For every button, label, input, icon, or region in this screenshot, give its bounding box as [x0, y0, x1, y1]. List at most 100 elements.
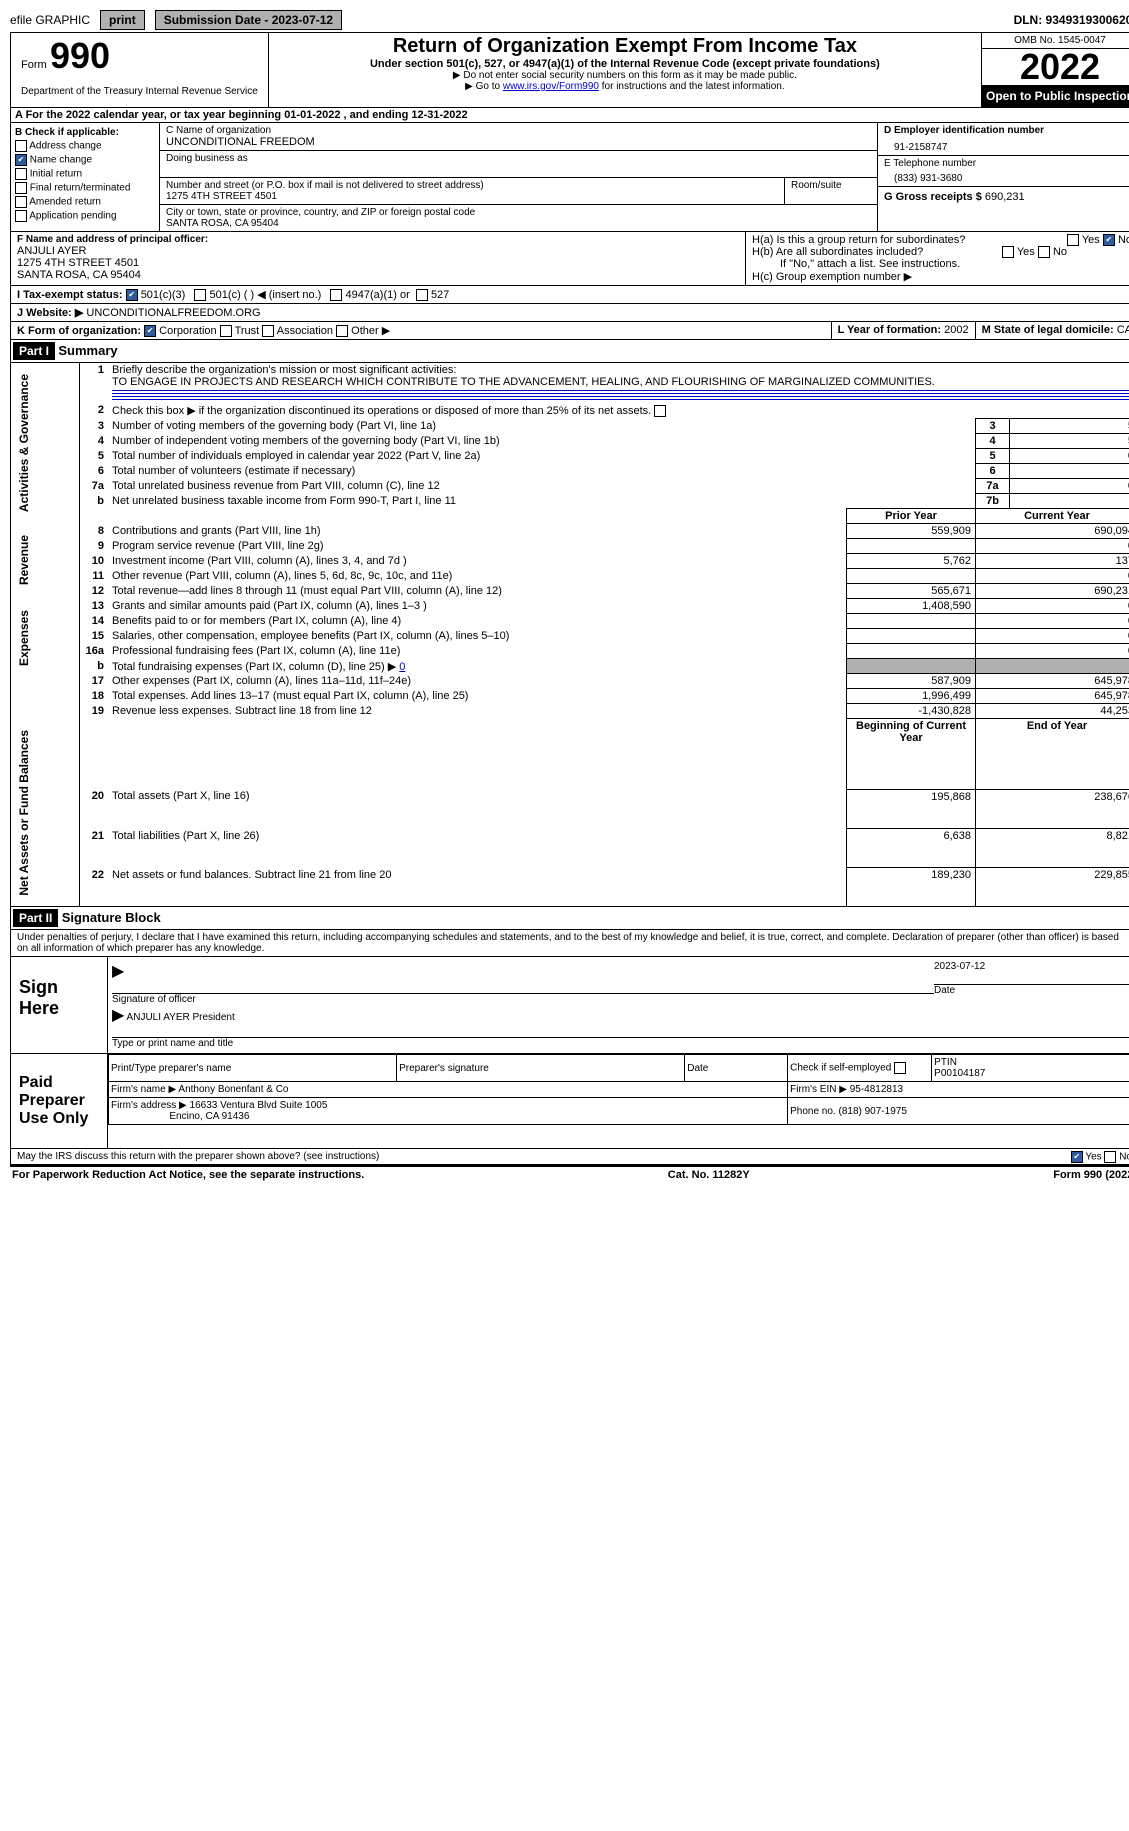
name-change-checkbox[interactable]: ✔	[15, 154, 27, 166]
l4-val: 5	[1010, 434, 1129, 449]
trust-checkbox[interactable]	[220, 325, 232, 337]
subtitle: Under section 501(c), 527, or 4947(a)(1)…	[279, 58, 971, 70]
amended-return-checkbox[interactable]	[15, 196, 27, 208]
l7b-val	[1010, 494, 1129, 509]
gross-label: G Gross receipts $	[884, 191, 982, 203]
irs-link[interactable]: www.irs.gov/Form990	[503, 81, 599, 92]
l3-box: 3	[976, 419, 1010, 434]
discuss-no[interactable]	[1104, 1151, 1116, 1163]
self-employed-checkbox[interactable]	[894, 1062, 906, 1074]
prior-year-head: Prior Year	[847, 509, 976, 524]
l22-text: Net assets or fund balances. Subtract li…	[108, 868, 847, 907]
l16b-prior-gray	[847, 659, 976, 674]
other-checkbox[interactable]	[336, 325, 348, 337]
officer-addr1: 1275 4TH STREET 4501	[17, 257, 739, 269]
527-checkbox[interactable]	[416, 289, 428, 301]
main-title: Return of Organization Exempt From Incom…	[279, 35, 971, 58]
ha-yes[interactable]	[1067, 234, 1079, 246]
period-row: A For the 2022 calendar year, or tax yea…	[10, 108, 1129, 123]
firm-ein-label: Firm's EIN ▶	[790, 1084, 847, 1095]
website-label: J Website: ▶	[17, 307, 86, 319]
paid-preparer-label: Paid Preparer Use Only	[11, 1054, 107, 1148]
gross-receipts: 690,231	[985, 191, 1025, 203]
l11-prior	[847, 569, 976, 584]
l4-text: Number of independent voting members of …	[108, 434, 976, 449]
top-bar: efile GRAPHIC print Submission Date - 20…	[10, 10, 1129, 30]
l15-text: Salaries, other compensation, employee b…	[108, 629, 847, 644]
l5-val: 0	[1010, 449, 1129, 464]
pra-notice: For Paperwork Reduction Act Notice, see …	[12, 1169, 364, 1181]
other-label: Other ▶	[351, 325, 390, 337]
current-year-head: Current Year	[976, 509, 1129, 524]
note-1: ▶ Do not enter social security numbers o…	[279, 70, 971, 81]
no-1: No	[1118, 234, 1129, 246]
form-footer: Form 990 (2022)	[1053, 1169, 1129, 1181]
hb-no[interactable]	[1038, 246, 1050, 258]
firm-phone-label: Phone no.	[790, 1106, 836, 1117]
l16a-cur: 0	[976, 644, 1129, 659]
l16a-text: Professional fundraising fees (Part IX, …	[108, 644, 847, 659]
exp-label: Expenses	[15, 600, 33, 676]
form-label: Form	[21, 59, 47, 71]
l20-prior: 195,868	[847, 789, 976, 828]
l21-prior: 6,638	[847, 829, 976, 868]
final-return-checkbox[interactable]	[15, 182, 27, 194]
l2-checkbox[interactable]	[654, 405, 666, 417]
l14-prior	[847, 614, 976, 629]
l5-text: Total number of individuals employed in …	[108, 449, 976, 464]
ha-label: H(a) Is this a group return for subordin…	[752, 234, 965, 246]
officer-label: F Name and address of principal officer:	[17, 234, 739, 245]
open-public: Open to Public Inspection	[982, 85, 1129, 107]
cat-no: Cat. No. 11282Y	[668, 1169, 750, 1181]
application-pending-checkbox[interactable]	[15, 210, 27, 222]
corp-checkbox[interactable]: ✔	[144, 325, 156, 337]
initial-return-checkbox[interactable]	[15, 168, 27, 180]
l7b-text: Net unrelated business taxable income fr…	[108, 494, 976, 509]
trust-label: Trust	[235, 325, 260, 337]
l7a-val: 0	[1010, 479, 1129, 494]
501c3-checkbox[interactable]: ✔	[126, 289, 138, 301]
l19-prior: -1,430,828	[847, 704, 976, 719]
501c-checkbox[interactable]	[194, 289, 206, 301]
l1-label: Briefly describe the organization's miss…	[112, 364, 456, 376]
l7a-box: 7a	[976, 479, 1010, 494]
l16b-val: 0	[399, 661, 405, 673]
print-button[interactable]: print	[100, 10, 145, 30]
l8-prior: 559,909	[847, 524, 976, 539]
discuss-label: May the IRS discuss this return with the…	[17, 1151, 379, 1162]
section-b-label: B Check if applicable:	[15, 127, 155, 138]
l11-text: Other revenue (Part VIII, column (A), li…	[108, 569, 847, 584]
ha-no[interactable]: ✔	[1103, 234, 1115, 246]
l22-prior: 189,230	[847, 868, 976, 907]
l13-cur: 0	[976, 599, 1129, 614]
l20-cur: 238,676	[976, 789, 1129, 828]
l4-box: 4	[976, 434, 1010, 449]
dba-label: Doing business as	[166, 153, 871, 164]
dept-label: Department of the Treasury Internal Reve…	[21, 86, 258, 97]
part2-header: Part II	[13, 909, 58, 927]
discuss-yes[interactable]: ✔	[1071, 1151, 1083, 1163]
l18-prior: 1,996,499	[847, 689, 976, 704]
ptin: P00104187	[934, 1068, 985, 1079]
l12-cur: 690,231	[976, 584, 1129, 599]
l14-text: Benefits paid to or for members (Part IX…	[108, 614, 847, 629]
l19-text: Revenue less expenses. Subtract line 18 …	[108, 704, 847, 719]
summary-table: Activities & Governance 1 Briefly descri…	[10, 363, 1129, 907]
address-change-checkbox[interactable]	[15, 140, 27, 152]
end-year-head: End of Year	[976, 719, 1129, 790]
efile-label: efile GRAPHIC	[10, 13, 90, 27]
assoc-checkbox[interactable]	[262, 325, 274, 337]
hb-yes[interactable]	[1002, 246, 1014, 258]
l8-cur: 690,094	[976, 524, 1129, 539]
rev-label: Revenue	[15, 525, 33, 595]
l6-text: Total number of volunteers (estimate if …	[108, 464, 976, 479]
assoc-label: Association	[277, 325, 333, 337]
officer-name-title: ANJULI AYER President	[127, 1012, 235, 1023]
4947-checkbox[interactable]	[330, 289, 342, 301]
phone-label: E Telephone number	[884, 158, 1129, 169]
yes-3: Yes	[1085, 1152, 1101, 1163]
l11-cur: 0	[976, 569, 1129, 584]
org-name: UNCONDITIONAL FREEDOM	[166, 136, 871, 148]
l17-prior: 587,909	[847, 674, 976, 689]
l21-cur: 8,821	[976, 829, 1129, 868]
